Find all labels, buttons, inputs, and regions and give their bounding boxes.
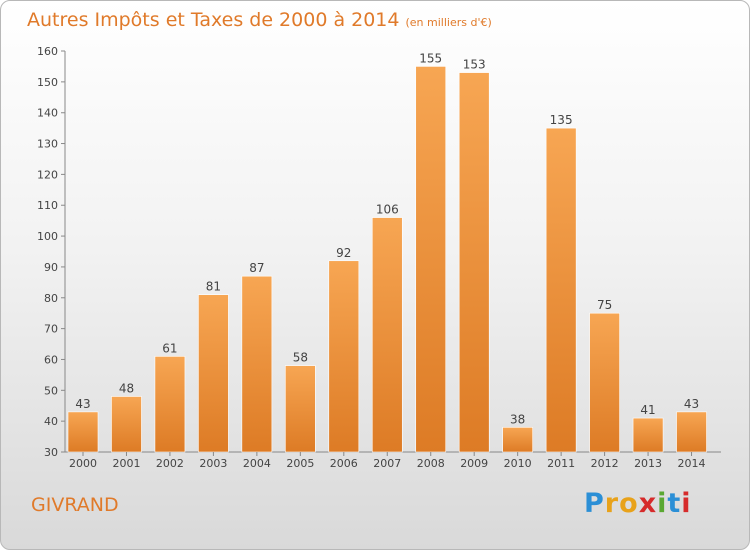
bar-2001: [111, 396, 142, 453]
brand-letter: t: [667, 488, 682, 519]
unit-subtitle: (en milliers d'€): [405, 16, 492, 29]
bar-value-label: 81: [206, 280, 221, 294]
bar-2003: [198, 294, 229, 453]
bar-value-label: 153: [463, 58, 486, 72]
bar-value-label: 61: [162, 341, 177, 355]
bar-value-label: 155: [419, 51, 442, 65]
y-tick-label: 100: [37, 230, 58, 243]
x-tick-label: 2011: [547, 457, 575, 470]
x-tick-label: 2010: [504, 457, 532, 470]
place-name: GIVRAND: [31, 494, 119, 516]
y-tick-label: 90: [44, 261, 58, 274]
bar-2012: [589, 312, 620, 453]
x-tick-label: 2014: [678, 457, 706, 470]
brand-letter: r: [604, 488, 620, 519]
x-tick-label: 2012: [591, 457, 619, 470]
brand-letter: o: [619, 488, 639, 519]
brand-letter: x: [638, 488, 658, 519]
title-text: Autres Impôts et Taxes de 2000 à 2014: [27, 9, 400, 31]
bar-2010: [502, 427, 533, 453]
x-tick-label: 2006: [330, 457, 358, 470]
bar-value-label: 41: [640, 403, 655, 417]
y-tick-label: 160: [37, 45, 58, 58]
x-tick-label: 2005: [286, 457, 314, 470]
x-tick-label: 2008: [417, 457, 445, 470]
y-tick-label: 50: [44, 384, 58, 397]
bar-2008: [415, 66, 447, 453]
y-tick-label: 120: [37, 168, 58, 181]
x-tick-label: 2000: [69, 457, 97, 470]
y-tick-label: 110: [37, 199, 58, 212]
brand-letter: P: [584, 488, 605, 519]
y-tick-label: 80: [44, 292, 58, 305]
bar-2005: [285, 365, 316, 453]
y-tick-label: 130: [37, 138, 58, 151]
bar-value-label: 75: [597, 298, 612, 312]
y-tick-label: 30: [44, 446, 58, 459]
y-tick-label: 140: [37, 107, 58, 120]
bar-value-label: 87: [249, 261, 264, 275]
bar-2002: [154, 356, 186, 453]
bar-2013: [632, 417, 664, 453]
bar-2009: [458, 72, 490, 453]
bar-value-label: 135: [550, 113, 573, 127]
bar-value-label: 38: [510, 412, 525, 426]
x-tick-label: 2002: [156, 457, 184, 470]
x-tick-label: 2003: [199, 457, 227, 470]
bar-2011: [545, 127, 577, 453]
bar-value-label: 48: [119, 381, 134, 395]
x-tick-label: 2009: [460, 457, 488, 470]
y-tick-label: 60: [44, 353, 58, 366]
brand-letter: i: [681, 488, 692, 519]
brand-letter: i: [657, 488, 668, 519]
bar-2006: [328, 260, 360, 453]
x-tick-label: 2013: [634, 457, 662, 470]
y-tick-label: 150: [37, 76, 58, 89]
bar-2014: [676, 411, 707, 453]
bar-value-label: 58: [293, 351, 308, 365]
brand-logo: Proxiti: [584, 488, 692, 519]
y-tick-label: 40: [44, 415, 58, 428]
bar-value-label: 106: [376, 203, 399, 217]
bar-value-label: 92: [336, 246, 351, 260]
x-tick-label: 2001: [112, 457, 140, 470]
bar-2000: [67, 411, 99, 453]
x-tick-label: 2004: [243, 457, 271, 470]
bar-value-label: 43: [684, 397, 699, 411]
chart-title: Autres Impôts et Taxes de 2000 à 2014 (en…: [27, 9, 492, 31]
x-tick-label: 2007: [373, 457, 401, 470]
bar-2007: [371, 217, 403, 453]
bar-2004: [241, 275, 273, 453]
bar-value-label: 43: [75, 397, 90, 411]
y-tick-label: 70: [44, 323, 58, 336]
